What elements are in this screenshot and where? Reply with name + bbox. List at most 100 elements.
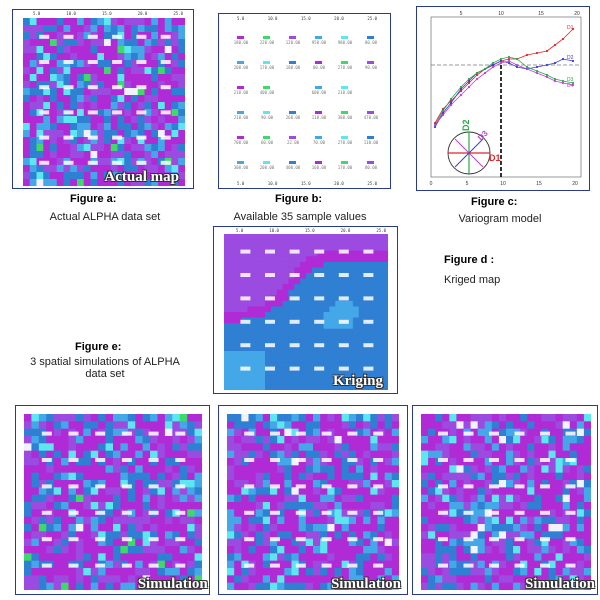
map-cell bbox=[187, 524, 195, 532]
map-cell bbox=[498, 546, 507, 554]
map-cell bbox=[46, 472, 55, 481]
map-cell bbox=[255, 428, 264, 437]
map-cell bbox=[313, 568, 321, 576]
map-cell bbox=[498, 480, 507, 488]
map-cell bbox=[56, 53, 64, 61]
map-cell bbox=[356, 480, 364, 488]
map-cell bbox=[105, 582, 114, 590]
kriged-cell bbox=[341, 261, 348, 268]
map-cell bbox=[164, 524, 173, 532]
kriged-cell bbox=[358, 317, 365, 324]
sample-marker bbox=[136, 60, 147, 64]
map-cell bbox=[46, 553, 55, 562]
kriged-cell bbox=[300, 323, 307, 330]
map-cell bbox=[179, 436, 188, 444]
kriged-cell bbox=[235, 334, 242, 341]
sample-point bbox=[341, 86, 348, 89]
kriged-cell bbox=[311, 373, 319, 380]
map-cell bbox=[105, 524, 114, 532]
map-cell bbox=[377, 480, 386, 488]
map-cell bbox=[135, 560, 144, 569]
sample-marker bbox=[295, 458, 306, 462]
sample-marker bbox=[112, 34, 123, 39]
map-cell bbox=[90, 67, 98, 75]
map-cell bbox=[63, 144, 71, 152]
kriged-cell bbox=[352, 339, 360, 346]
map-cell bbox=[391, 582, 399, 590]
map-cell bbox=[341, 443, 350, 452]
map-cell bbox=[157, 560, 166, 569]
variogram-point bbox=[449, 103, 453, 107]
sample-marker bbox=[540, 563, 550, 568]
map-cell bbox=[348, 568, 357, 576]
map-cell bbox=[131, 165, 139, 173]
map-cell bbox=[498, 421, 507, 430]
kriged-cell bbox=[253, 351, 260, 357]
map-cell bbox=[70, 60, 78, 68]
map-cell bbox=[127, 494, 136, 503]
kriged-cell bbox=[247, 295, 254, 302]
map-cell bbox=[117, 179, 125, 186]
map-cell bbox=[24, 421, 32, 430]
kriged-cell bbox=[282, 317, 289, 324]
kriged-cell bbox=[294, 356, 301, 363]
kriged-cell bbox=[282, 273, 289, 279]
map-cell bbox=[435, 538, 443, 547]
map-cell bbox=[277, 560, 285, 569]
kriged-cell bbox=[300, 289, 307, 296]
map-cell bbox=[313, 509, 321, 518]
map-cell bbox=[470, 546, 479, 554]
map-cell bbox=[178, 95, 185, 103]
map-cell bbox=[113, 414, 121, 422]
sample-point bbox=[237, 136, 244, 139]
kriged-cell bbox=[317, 250, 324, 257]
map-cell bbox=[24, 443, 32, 452]
map-cell bbox=[484, 531, 493, 540]
map-cell bbox=[75, 502, 84, 510]
sample-value: 180.00 bbox=[233, 40, 249, 45]
map-cell bbox=[255, 568, 264, 576]
map-cell bbox=[313, 494, 321, 503]
map-cell bbox=[284, 436, 292, 444]
map-cell bbox=[70, 18, 78, 26]
map-cell bbox=[370, 443, 378, 452]
map-cell bbox=[262, 582, 271, 590]
map-cell bbox=[97, 172, 105, 180]
kriged-cell bbox=[317, 284, 324, 291]
kriged-cell bbox=[241, 284, 248, 291]
kriged-cell bbox=[229, 245, 237, 252]
map-cell bbox=[187, 421, 195, 430]
map-cell bbox=[377, 465, 386, 474]
map-cell bbox=[70, 172, 78, 180]
map-cell bbox=[241, 480, 249, 488]
map-cell bbox=[104, 60, 112, 68]
sample-marker bbox=[240, 296, 251, 301]
variogram-point bbox=[525, 53, 529, 57]
map-cell bbox=[98, 472, 106, 481]
map-cell bbox=[56, 39, 64, 47]
sample-marker bbox=[438, 458, 448, 462]
kriged-cell bbox=[241, 250, 248, 257]
kriged-cell bbox=[347, 306, 354, 313]
kriged-cell bbox=[247, 367, 254, 374]
map-cell bbox=[313, 531, 321, 540]
map-cell bbox=[36, 137, 44, 145]
map-cell bbox=[421, 494, 429, 503]
variogram-point bbox=[441, 107, 445, 111]
map-cell bbox=[456, 553, 464, 562]
map-cell bbox=[470, 458, 479, 466]
map-cell bbox=[68, 575, 77, 584]
map-cell bbox=[291, 458, 300, 466]
variogram-point bbox=[459, 85, 463, 89]
kriged-cell bbox=[329, 245, 336, 252]
map-cell bbox=[313, 560, 321, 569]
map-cell bbox=[194, 450, 202, 459]
map-cell bbox=[43, 67, 51, 75]
map-cell bbox=[90, 81, 98, 89]
map-cell bbox=[90, 458, 99, 466]
map-cell bbox=[428, 428, 436, 437]
map-cell bbox=[320, 450, 328, 459]
kriged-cell bbox=[288, 367, 295, 374]
map-cell bbox=[234, 502, 242, 510]
map-cell bbox=[135, 450, 144, 459]
